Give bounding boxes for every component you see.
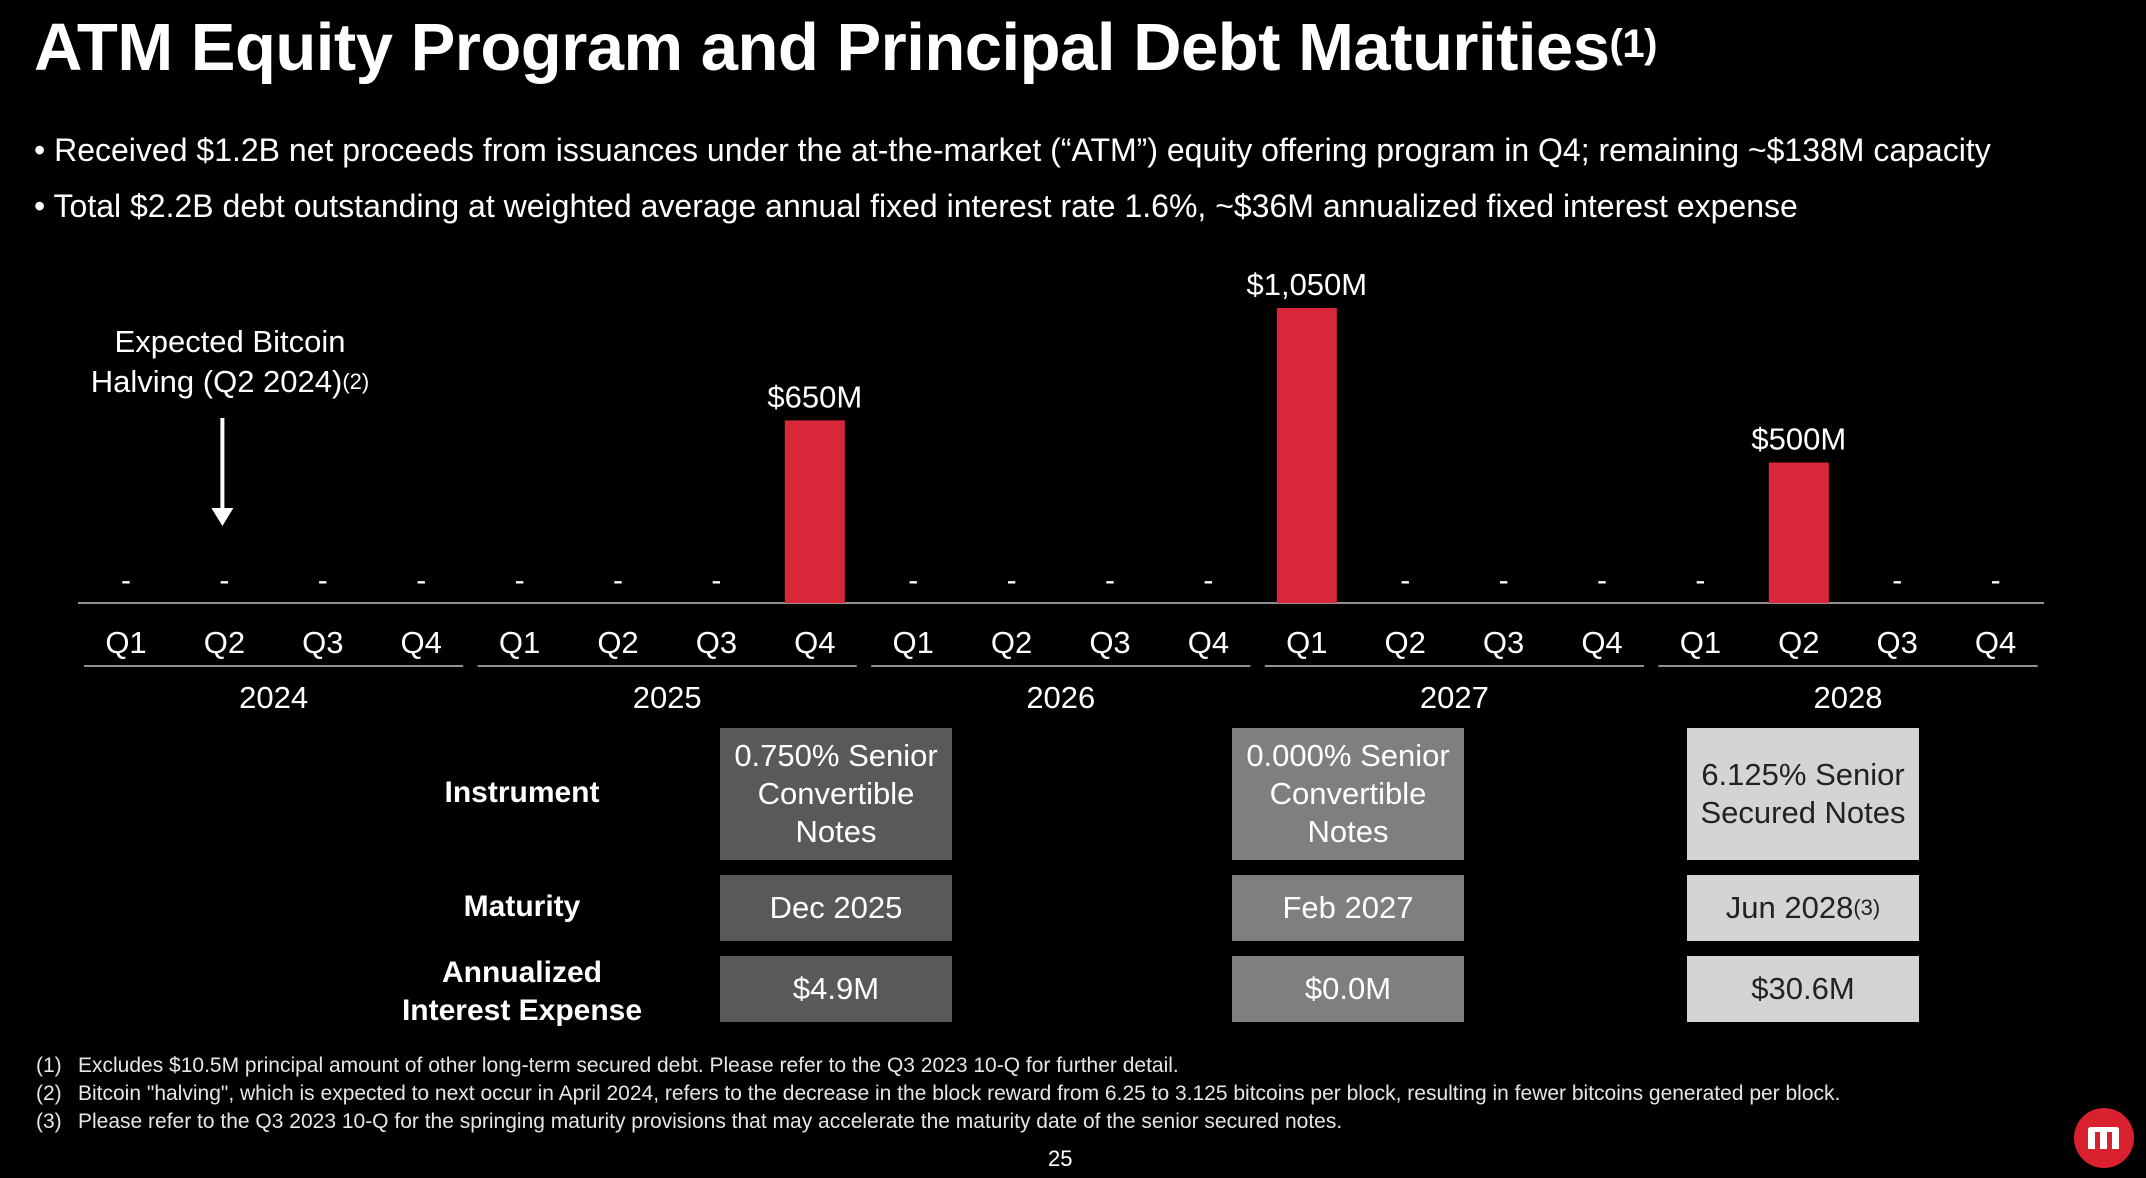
interest-expense-cell: $4.9M xyxy=(720,956,952,1022)
bar-value-label: $1,050M xyxy=(1246,267,1367,302)
quarter-tick-label: Q1 xyxy=(893,625,934,660)
quarter-tick-label: Q2 xyxy=(1778,625,1819,660)
maturity-cell: Feb 2027 xyxy=(1232,875,1464,941)
bar-value-label: - xyxy=(318,564,328,597)
bullet-list: • Received $1.2B net proceeds from issua… xyxy=(34,122,1991,234)
row-label-maturity: Maturity xyxy=(463,890,581,923)
footnote: (1) Excludes $10.5M principal amount of o… xyxy=(36,1054,1179,1077)
microstrategy-logo-icon xyxy=(2074,1108,2134,1168)
footnote: (3) Please refer to the Q3 2023 10-Q for … xyxy=(36,1110,1343,1133)
bar xyxy=(784,420,845,603)
bar-value-label: - xyxy=(1892,564,1902,597)
row-label-instrument: Instrument xyxy=(444,776,600,809)
bar-value-label: - xyxy=(1695,564,1705,597)
year-label: 2024 xyxy=(239,680,308,715)
bar-value-label: - xyxy=(1597,564,1607,597)
year-label: 2025 xyxy=(633,680,702,715)
maturity-cell: Dec 2025 xyxy=(720,875,952,941)
footnotes: (1) Excludes $10.5M principal amount of o… xyxy=(36,1052,1840,1136)
maturity-cell: Jun 2028 (3) xyxy=(1687,875,1919,941)
page-number: 25 xyxy=(1048,1146,1073,1171)
bar xyxy=(1768,462,1829,603)
bar-value-label: $500M xyxy=(1751,422,1846,457)
year-label: 2027 xyxy=(1420,680,1489,715)
row-label-interest-expense: Annualized Interest Expense xyxy=(401,956,643,1027)
bullet-item: • Total $2.2B debt outstanding at weight… xyxy=(34,188,1798,224)
bar-value-label: - xyxy=(1499,564,1509,597)
quarter-tick-label: Q3 xyxy=(1089,625,1130,660)
bar-value-label: - xyxy=(219,564,229,597)
quarter-tick-label: Q2 xyxy=(597,625,638,660)
footnote: (2) Bitcoin "halving", which is expected … xyxy=(36,1082,1841,1105)
quarter-tick-label: Q1 xyxy=(1286,625,1327,660)
quarter-tick-label: Q3 xyxy=(1877,625,1918,660)
quarter-tick-label: Q3 xyxy=(1483,625,1524,660)
bullet-item: • Received $1.2B net proceeds from issua… xyxy=(34,132,1991,168)
quarter-tick-label: Q4 xyxy=(401,625,442,660)
quarter-tick-label: Q2 xyxy=(1385,625,1426,660)
bar-value-label: $650M xyxy=(767,379,862,414)
bar-value-label: - xyxy=(1991,564,2001,597)
instrument-cell: 0.000% Senior Convertible Notes xyxy=(1232,728,1464,860)
bar-value-label: - xyxy=(1203,564,1213,597)
quarter-tick-label: Q2 xyxy=(991,625,1032,660)
interest-expense-cell: $0.0M xyxy=(1232,956,1464,1022)
quarter-tick-label: Q1 xyxy=(1680,625,1721,660)
year-label: 2026 xyxy=(1026,680,1095,715)
instrument-cell: 6.125% Senior Secured Notes xyxy=(1687,728,1919,860)
bar xyxy=(1276,308,1337,603)
bar-value-label: - xyxy=(908,564,918,597)
bar-value-label: - xyxy=(121,564,131,597)
bar-value-label: - xyxy=(1400,564,1410,597)
interest-expense-cell: $30.6M xyxy=(1687,956,1919,1022)
quarter-tick-label: Q2 xyxy=(204,625,245,660)
quarter-tick-label: Q4 xyxy=(1581,625,1622,660)
quarter-tick-label: Q4 xyxy=(794,625,835,660)
bar-value-label: - xyxy=(613,564,623,597)
year-label: 2028 xyxy=(1814,680,1883,715)
halving-annotation: Expected Bitcoin Halving (Q2 2024)(2) xyxy=(90,324,370,399)
bar-value-label: - xyxy=(711,564,721,597)
quarter-tick-label: Q1 xyxy=(105,625,146,660)
bar-value-label: - xyxy=(515,564,525,597)
instrument-cell: 0.750% Senior Convertible Notes xyxy=(720,728,952,860)
page-title: ATM Equity Program and Principal Debt Ma… xyxy=(34,10,1657,85)
bar-value-label: - xyxy=(1105,564,1115,597)
quarter-tick-label: Q3 xyxy=(302,625,343,660)
quarter-tick-label: Q4 xyxy=(1188,625,1229,660)
bar-value-label: - xyxy=(1007,564,1017,597)
debt-maturity-chart: - Q1 - Q2 - Q3 - Q4 - Q1 - Q2 - Q3 $650M Q4 - Q1 - Q2 - Q3 - Q4… xyxy=(78,267,2044,715)
arrow-head-icon xyxy=(211,508,234,526)
quarter-tick-label: Q1 xyxy=(499,625,540,660)
quarter-tick-label: Q4 xyxy=(1975,625,2016,660)
quarter-tick-label: Q3 xyxy=(696,625,737,660)
bar-value-label: - xyxy=(416,564,426,597)
